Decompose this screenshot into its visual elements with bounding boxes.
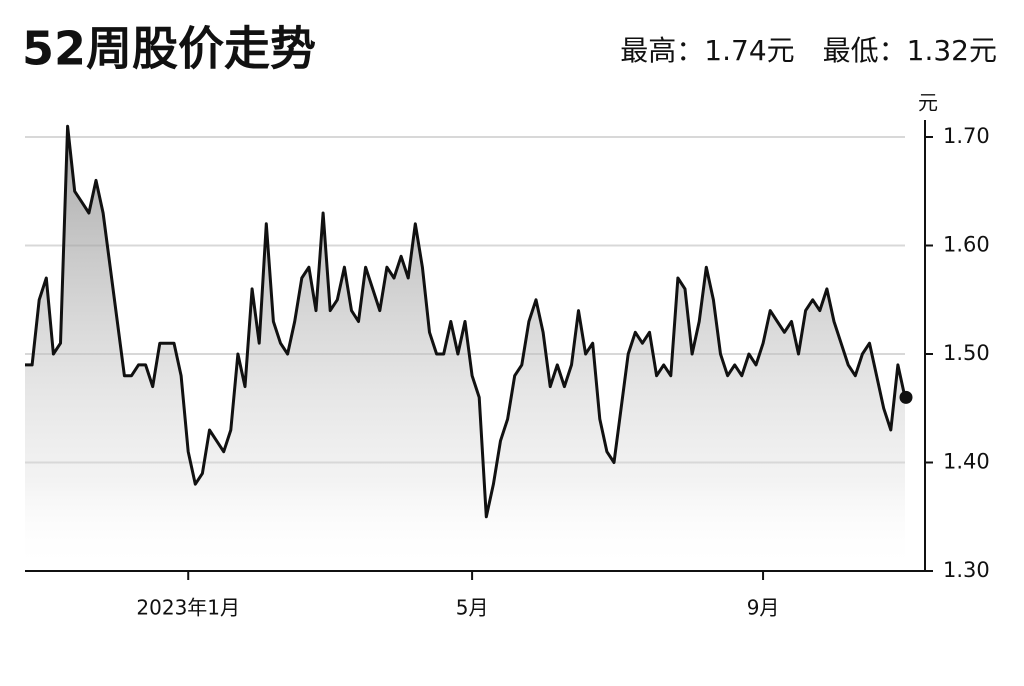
- last-point: [899, 390, 913, 404]
- x-tick-label: 9月: [747, 596, 780, 620]
- y-tick-label: 1.40: [943, 450, 990, 474]
- y-tick-label: 1.60: [943, 233, 990, 257]
- chart-subtitle: 最高：1.74元 最低：1.32元: [620, 34, 997, 67]
- y-tick-label: 1.30: [943, 558, 990, 582]
- x-tick-label: 5月: [456, 596, 489, 620]
- chart-title: 52周股价走势: [22, 22, 316, 76]
- price-line: [25, 124, 907, 519]
- y-unit: 元: [918, 91, 938, 115]
- x-tick-label: 2023年1月: [136, 596, 240, 620]
- y-tick-label: 1.70: [943, 124, 990, 148]
- area: [25, 126, 905, 571]
- y-tick-label: 1.50: [943, 341, 990, 365]
